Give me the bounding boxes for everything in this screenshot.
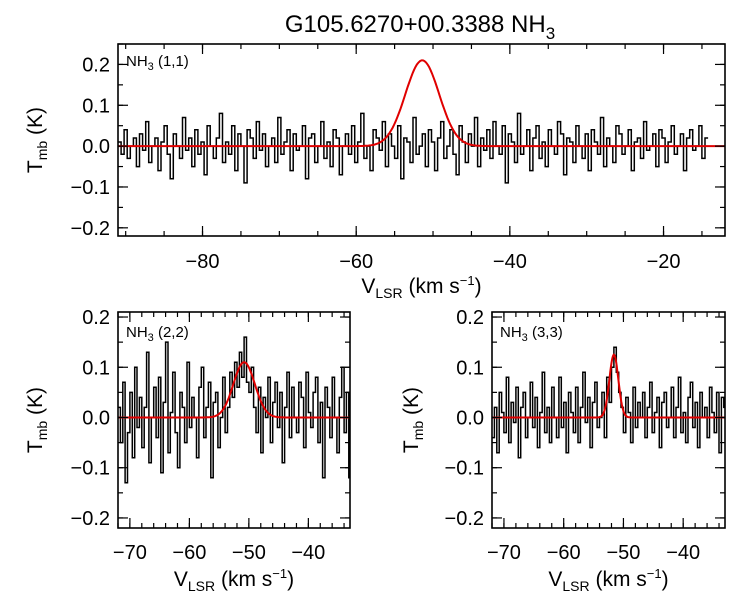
y-axis-label-unit: (K) bbox=[400, 387, 423, 421]
x-tick-label: −60 bbox=[172, 542, 206, 564]
panel-label-main: NH bbox=[126, 53, 148, 70]
x-tick-label: −60 bbox=[547, 542, 581, 564]
panel-label-main: NH bbox=[126, 324, 148, 341]
title-main: G105.6270+00.3388 NH bbox=[285, 11, 546, 38]
y-axis-label-main: T bbox=[24, 160, 47, 173]
y-tick-label: 0.0 bbox=[82, 407, 110, 429]
title-subscript: 3 bbox=[546, 24, 555, 43]
gaussian-fit-line bbox=[492, 353, 725, 419]
x-tick-label: −50 bbox=[606, 542, 640, 564]
y-tick-label: −0.1 bbox=[445, 458, 484, 480]
x-axis-label-unit: (km s bbox=[403, 275, 460, 298]
y-tick-label: 0.1 bbox=[456, 357, 484, 379]
x-tick-label: −60 bbox=[339, 251, 373, 273]
plot-frame bbox=[491, 311, 726, 529]
panel-label-main: NH bbox=[500, 324, 522, 341]
y-tick-label: −0.1 bbox=[71, 458, 110, 480]
y-axis-label-subscript: mb bbox=[34, 421, 50, 441]
y-axis-label-unit: (K) bbox=[24, 107, 47, 141]
x-axis-label-main: V bbox=[548, 568, 562, 591]
x-axis-label: VLSR (km s−1) bbox=[361, 273, 481, 301]
spectrum-line bbox=[118, 336, 350, 484]
x-axis-label-subscript: LSR bbox=[375, 285, 402, 301]
x-tick-label: −80 bbox=[186, 251, 220, 273]
panel-nh3-11: −80 −60 −40 −20 −0.2 −0.1 0.0 0.1 0.2 NH3 (1,1) VL… bbox=[24, 43, 726, 301]
y-tick-label: 0.1 bbox=[82, 357, 110, 379]
x-tick-label: −70 bbox=[113, 542, 147, 564]
y-tick-label: 0.2 bbox=[456, 307, 484, 329]
x-axis-label-unit: (km s bbox=[590, 568, 647, 591]
panel-label: NH3 (3,3) bbox=[500, 324, 563, 344]
panel-label-subscript: 3 bbox=[522, 332, 528, 344]
x-axis-label: VLSR (km s−1) bbox=[548, 566, 668, 594]
x-axis-label-close: ) bbox=[662, 568, 669, 591]
x-tick-label: −40 bbox=[493, 251, 527, 273]
y-axis-label-subscript: mb bbox=[410, 421, 426, 441]
y-axis-label-subscript: mb bbox=[34, 141, 50, 161]
panel-label-subscript: 3 bbox=[148, 332, 154, 344]
x-axis-label-superscript: −1 bbox=[272, 566, 287, 581]
spectrum-line bbox=[118, 112, 709, 184]
y-tick-label: −0.2 bbox=[71, 218, 110, 240]
panel-label-transition: (1,1) bbox=[154, 53, 189, 70]
gaussian-fit-line bbox=[118, 361, 350, 419]
x-axis-label-main: V bbox=[174, 568, 188, 591]
x-axis-label-superscript: −1 bbox=[647, 566, 662, 581]
y-tick-label: −0.2 bbox=[71, 508, 110, 530]
x-axis-label-subscript: LSR bbox=[562, 578, 589, 594]
y-axis-label-main: T bbox=[400, 440, 423, 453]
x-axis-label-subscript: LSR bbox=[188, 578, 215, 594]
figure-title: G105.6270+00.3388 NH3 bbox=[285, 11, 555, 43]
gaussian-fit-line bbox=[118, 59, 725, 148]
plot-frame bbox=[117, 311, 351, 529]
x-axis-label-main: V bbox=[361, 275, 375, 298]
x-axis-label-close: ) bbox=[475, 275, 482, 298]
y-tick-label: −0.2 bbox=[445, 508, 484, 530]
x-axis-label-unit: (km s bbox=[215, 568, 272, 591]
y-tick-label: 0.1 bbox=[82, 95, 110, 117]
x-axis-label: VLSR (km s−1) bbox=[174, 566, 294, 594]
y-tick-label: 0.2 bbox=[82, 54, 110, 76]
x-tick-label: −50 bbox=[232, 542, 266, 564]
plot-frame bbox=[117, 43, 726, 237]
panel-nh3-33: −70 −60 −50 −40 −0.2 −0.1 0.0 0.1 0.2 NH3 (3,3) VL… bbox=[400, 307, 726, 594]
y-axis-label: Tmb (K) bbox=[24, 387, 50, 453]
y-axis-label: Tmb (K) bbox=[400, 387, 426, 453]
x-tick-label: −40 bbox=[291, 542, 325, 564]
x-tick-label: −40 bbox=[666, 542, 700, 564]
panel-label-subscript: 3 bbox=[148, 61, 154, 73]
y-tick-label: 0.2 bbox=[82, 307, 110, 329]
y-axis-label-unit: (K) bbox=[24, 387, 47, 421]
y-axis-label: Tmb (K) bbox=[24, 107, 50, 173]
spectrum-line bbox=[492, 346, 725, 459]
x-tick-label: −70 bbox=[487, 542, 521, 564]
panel-label: NH3 (1,1) bbox=[126, 53, 189, 73]
panel-label-transition: (2,2) bbox=[154, 324, 189, 341]
panel-label: NH3 (2,2) bbox=[126, 324, 189, 344]
x-axis-label-close: ) bbox=[287, 568, 294, 591]
y-axis-label-main: T bbox=[24, 440, 47, 453]
panel-nh3-22: −70 −60 −50 −40 −0.2 −0.1 0.0 0.1 0.2 NH3 (2,2) VL… bbox=[24, 307, 351, 594]
y-tick-label: 0.0 bbox=[456, 407, 484, 429]
panel-label-transition: (3,3) bbox=[528, 324, 563, 341]
y-tick-label: 0.0 bbox=[82, 136, 110, 158]
x-axis-label-superscript: −1 bbox=[460, 273, 475, 288]
x-tick-label: −20 bbox=[647, 251, 681, 273]
y-tick-label: −0.1 bbox=[71, 177, 110, 199]
